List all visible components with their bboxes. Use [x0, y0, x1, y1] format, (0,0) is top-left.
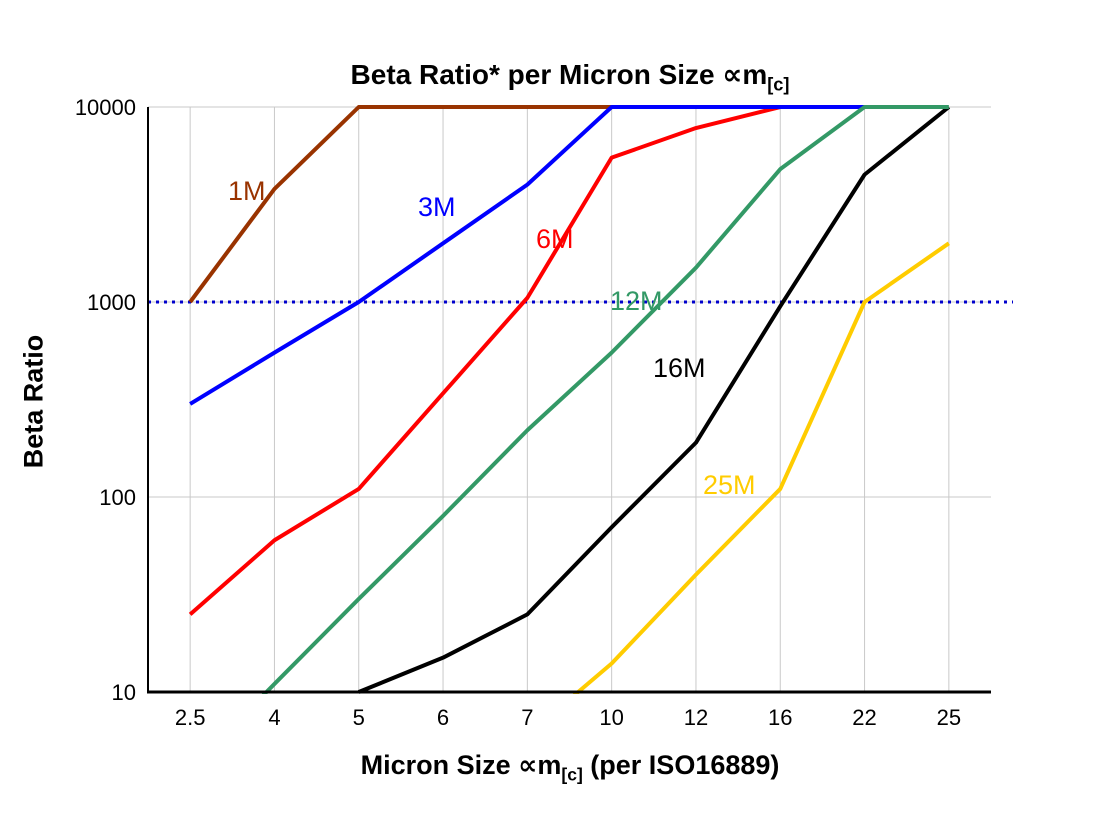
x-axis-title-subscript: [c] — [561, 764, 583, 785]
x-axis-title-text: Micron Size ∝m — [360, 750, 562, 780]
x-tick-label-25: 25 — [937, 705, 961, 730]
x-tick-label-10: 10 — [599, 705, 623, 730]
x-tick-label-6: 6 — [437, 705, 449, 730]
y-tick-label-10: 10 — [112, 680, 136, 705]
x-axis-title: Micron Size ∝m[c] (per ISO16889) — [46, 750, 1094, 785]
x-tick-label-7: 7 — [521, 705, 533, 730]
series-line-1M — [188, 105, 612, 304]
x-tick-label-16: 16 — [768, 705, 792, 730]
series-label-25M: 25M — [703, 470, 756, 500]
series-line-6M — [188, 105, 781, 616]
x-tick-label-4: 4 — [268, 705, 280, 730]
series-line-25M — [572, 241, 950, 694]
chart-title: Beta Ratio* per Micron Size ∝m[c] — [46, 58, 1094, 96]
y-axis-title: Beta Ratio — [18, 334, 49, 469]
x-tick-label-5: 5 — [353, 705, 365, 730]
x-tick-label-2.5: 2.5 — [175, 705, 206, 730]
series-line-12M — [261, 105, 949, 694]
chart-title-text: Beta Ratio* per Micron Size ∝m — [350, 59, 768, 90]
x-tick-label-12: 12 — [684, 705, 708, 730]
x-tick-label-22: 22 — [852, 705, 876, 730]
y-tick-label-100: 100 — [99, 485, 136, 510]
series-label-16M: 16M — [653, 353, 706, 383]
series-label-6M: 6M — [536, 224, 574, 254]
series-label-1M: 1M — [228, 176, 266, 206]
series-label-12M: 12M — [610, 286, 663, 316]
x-axis-title-suffix: (per ISO16889) — [582, 750, 780, 780]
series-line-3M — [189, 105, 865, 406]
series-line-16M — [357, 105, 951, 694]
y-tick-label-10000: 10000 — [75, 95, 136, 120]
series-label-3M: 3M — [418, 192, 456, 222]
chart-title-subscript: [c] — [767, 74, 790, 95]
y-tick-label-1000: 1000 — [87, 290, 136, 315]
